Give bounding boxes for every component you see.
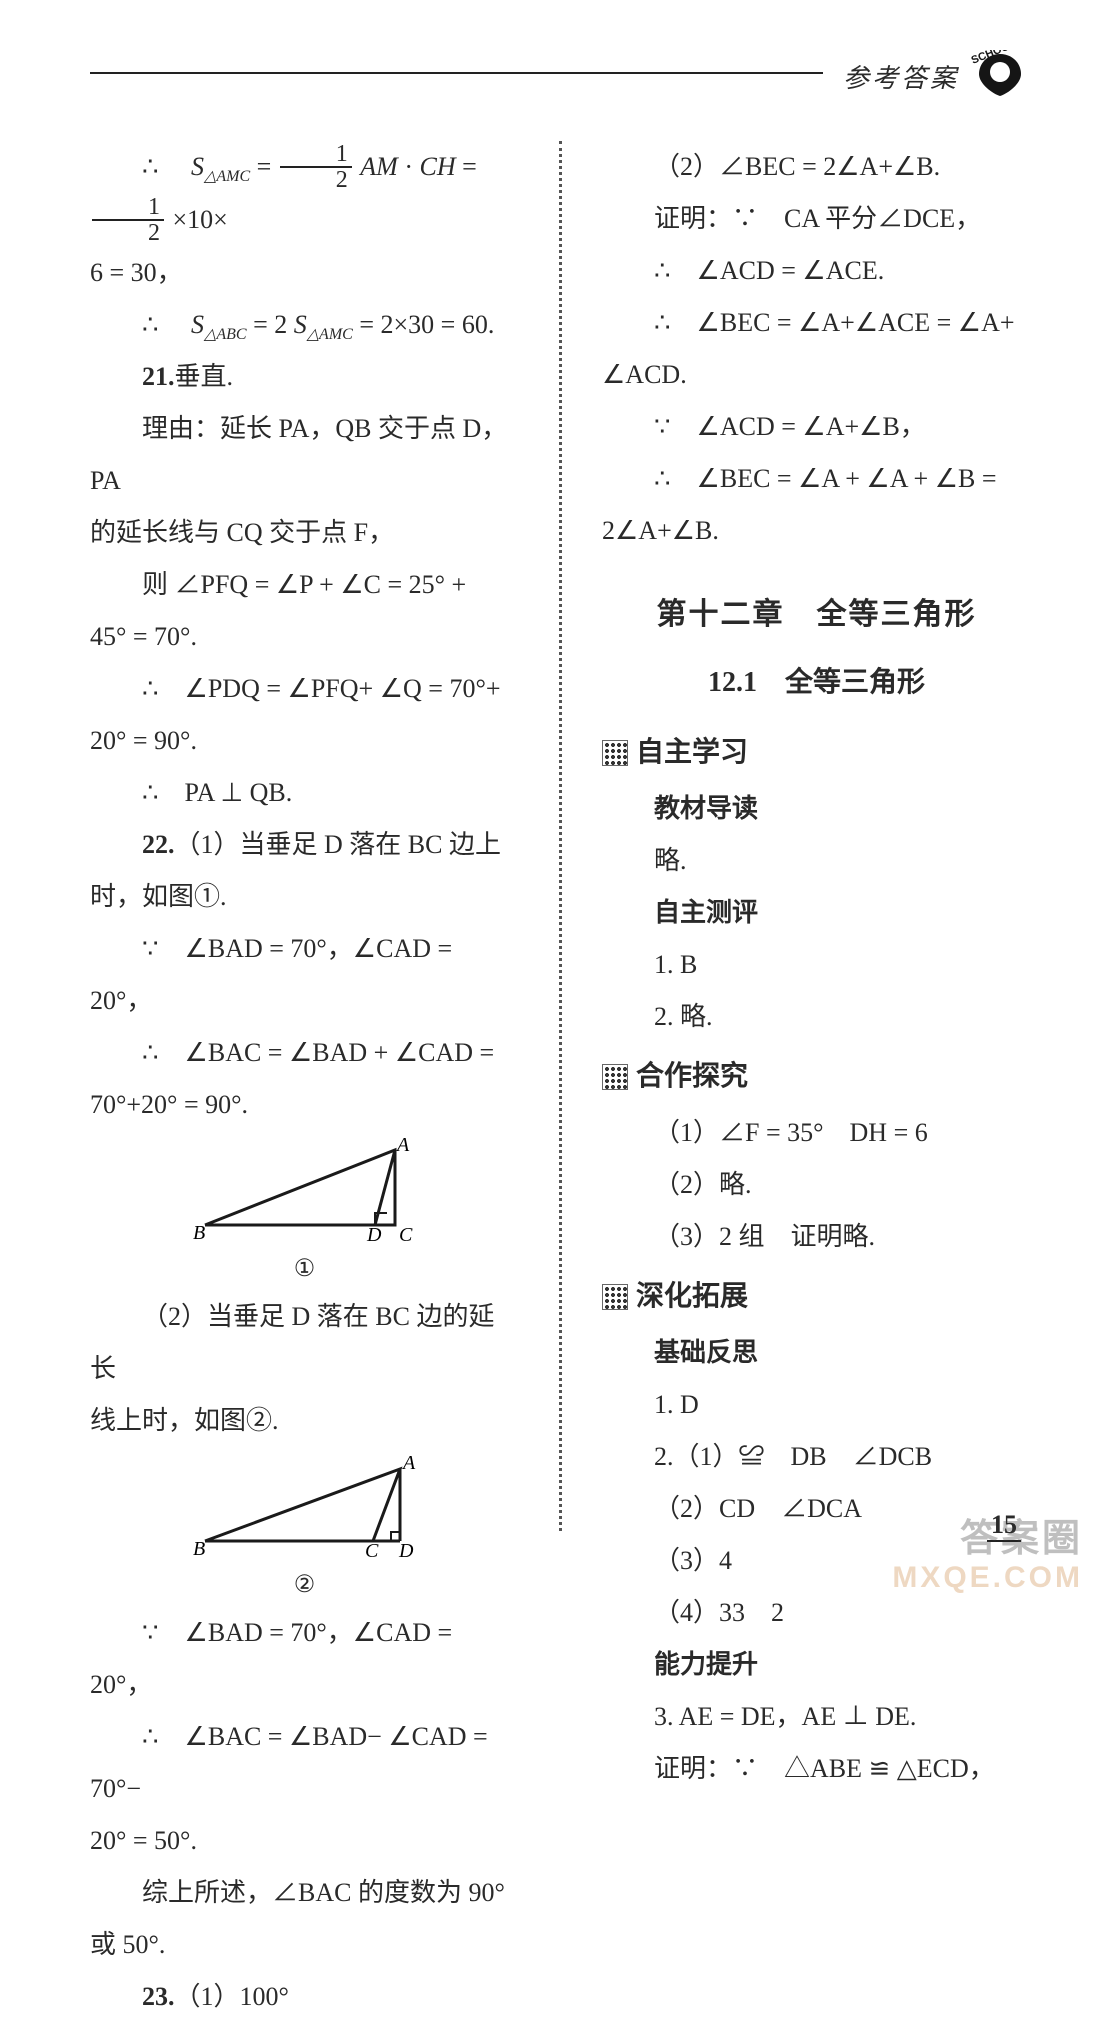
- school-badge-icon: SCHOOL: [965, 50, 1031, 103]
- svg-text:D: D: [398, 1540, 414, 1561]
- block-hztj: 合作探究: [602, 1049, 1031, 1105]
- q22-1: 22.（1）当垂足 D 落在 BC 边上: [90, 819, 519, 871]
- line: 证明：∵ △ABE ≌ △ECD，: [602, 1743, 1031, 1795]
- block-shtz: 深化拓展: [602, 1269, 1031, 1325]
- answer: 2.（1）≌ DB ∠DCB: [602, 1431, 1031, 1483]
- svg-text:A: A: [401, 1452, 416, 1474]
- watermark-line2: MXQE.COM: [892, 1561, 1083, 1594]
- q21: 21.垂直.: [90, 351, 519, 403]
- line: ∴ ∠BAC = ∠BAD− ∠CAD = 70°−: [90, 1711, 519, 1815]
- line: 70°+20° = 90°.: [90, 1079, 519, 1131]
- subhead: 基础反思: [602, 1327, 1031, 1379]
- diagram-2-caption: ②: [90, 1570, 519, 1601]
- line: （2）∠BEC = 2∠A+∠B.: [602, 141, 1031, 193]
- dotted-square-icon: [602, 1284, 628, 1310]
- line: （2）略.: [602, 1159, 1031, 1211]
- left-column: ∴ S△AMC = 12 AM · CH = 12 ×10× 6 = 30， ∴…: [90, 141, 531, 1531]
- answer: （4）33 2: [602, 1587, 1031, 1639]
- answer: 2. 略.: [602, 991, 1031, 1043]
- line: ∵ ∠BAD = 70°，∠CAD = 20°，: [90, 923, 519, 1027]
- line: 时，如图①.: [90, 871, 519, 923]
- block-zzxx: 自主学习: [602, 725, 1031, 781]
- svg-text:B: B: [193, 1222, 205, 1244]
- line: ∴ ∠BEC = ∠A + ∠A + ∠B =: [602, 453, 1031, 505]
- diagram-1: A B D C ①: [90, 1135, 519, 1285]
- section-title: 12.1 全等三角形: [602, 655, 1031, 711]
- dotted-square-icon: [602, 1064, 628, 1090]
- svg-text:D: D: [366, 1224, 382, 1245]
- line: ∴ PA ⊥ QB.: [90, 767, 519, 819]
- line: ∴ S△ABC = 2 S△AMC = 2×30 = 60.: [90, 299, 519, 351]
- answer: 1. B: [602, 939, 1031, 991]
- column-separator: [559, 141, 562, 1531]
- line: ∴ S△AMC = 12 AM · CH = 12 ×10×: [90, 141, 519, 247]
- line: ∴ ∠ACD = ∠ACE.: [602, 245, 1031, 297]
- line: 或 50°.: [90, 1919, 519, 1971]
- line: 20° = 90°.: [90, 715, 519, 767]
- line: 综上所述，∠BAC 的度数为 90°: [90, 1867, 519, 1919]
- line: 20° = 50°.: [90, 1815, 519, 1867]
- subhead: 自主测评: [602, 887, 1031, 939]
- answer: 3. AE = DE，AE ⊥ DE.: [602, 1691, 1031, 1743]
- line: ∵ ∠BAD = 70°，∠CAD = 20°，: [90, 1607, 519, 1711]
- watermark-line1: 答案圈: [892, 1519, 1083, 1561]
- line: 线上时，如图②.: [90, 1395, 519, 1447]
- page-header: 参考答案 SCHOOL: [90, 50, 1031, 111]
- line: ∴ ∠BAC = ∠BAD + ∠CAD =: [90, 1027, 519, 1079]
- line: 则 ∠PFQ = ∠P + ∠C = 25° +: [90, 559, 519, 611]
- line: 2∠A+∠B.: [602, 505, 1031, 557]
- diagram-1-caption: ①: [90, 1254, 519, 1285]
- watermark: 答案圈 MXQE.COM: [892, 1519, 1083, 1594]
- subhead: 能力提升: [602, 1639, 1031, 1691]
- dotted-square-icon: [602, 740, 628, 766]
- svg-text:A: A: [395, 1135, 410, 1156]
- line: ∴ ∠PDQ = ∠PFQ+ ∠Q = 70°+: [90, 663, 519, 715]
- line: ∠ACD.: [602, 349, 1031, 401]
- line: （1）∠F = 35° DH = 6: [602, 1107, 1031, 1159]
- line: 理由：延长 PA，QB 交于点 D，PA: [90, 403, 519, 507]
- line: 证明：∵ CA 平分∠DCE，: [602, 193, 1031, 245]
- right-column: （2）∠BEC = 2∠A+∠B. 证明：∵ CA 平分∠DCE， ∴ ∠ACD…: [590, 141, 1031, 1531]
- q22-2: （2）当垂足 D 落在 BC 边的延长: [90, 1291, 519, 1395]
- header-label: 参考答案: [823, 58, 965, 95]
- line: （3）2 组 证明略.: [602, 1211, 1031, 1263]
- chapter-title: 第十二章 全等三角形: [602, 585, 1031, 645]
- diagram-2: A B C D ②: [90, 1451, 519, 1601]
- line: ∵ ∠ACD = ∠A+∠B，: [602, 401, 1031, 453]
- answer: 1. D: [602, 1379, 1031, 1431]
- svg-text:C: C: [365, 1540, 379, 1561]
- line: 略.: [602, 835, 1031, 887]
- line: 6 = 30，: [90, 247, 519, 299]
- line: 45° = 70°.: [90, 611, 519, 663]
- svg-text:C: C: [399, 1224, 413, 1245]
- line: 的延长线与 CQ 交于点 F，: [90, 507, 519, 559]
- subhead: 教材导读: [602, 783, 1031, 835]
- content-columns: ∴ S△AMC = 12 AM · CH = 12 ×10× 6 = 30， ∴…: [90, 141, 1031, 1531]
- q23: 23.（1）100°: [90, 1971, 519, 2023]
- svg-text:B: B: [193, 1538, 205, 1560]
- line: ∴ ∠BEC = ∠A+∠ACE = ∠A+: [602, 297, 1031, 349]
